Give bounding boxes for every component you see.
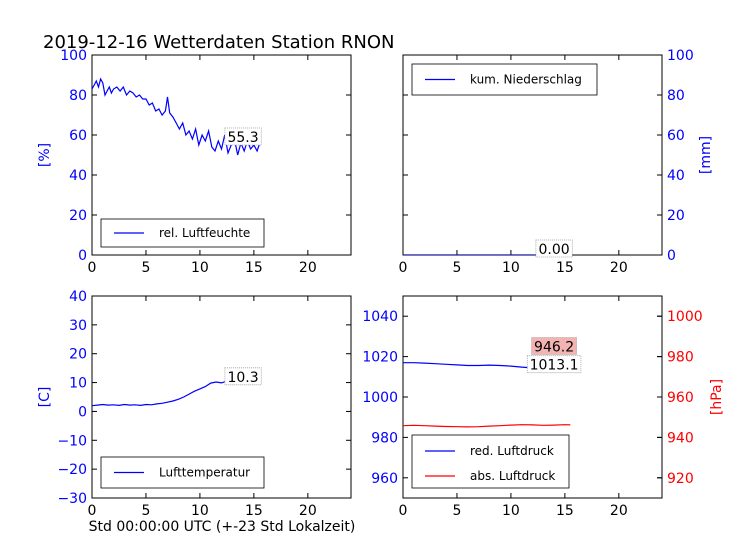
series-line-0 xyxy=(92,77,260,156)
annotation-box xyxy=(224,127,262,146)
x-tick-label: 0 xyxy=(399,503,408,519)
annotation-box xyxy=(526,355,582,374)
x-axis-label: Std 00:00:00 UTC (+-23 Std Lokalzeit) xyxy=(89,519,356,535)
x-tick-label: 20 xyxy=(610,503,628,519)
panel-top-right: 0 5 10 15 20 0 20 40 60 80 100 [mm] 0.00 kum. Nieders… xyxy=(399,48,714,276)
y-tick-label: 10 xyxy=(69,376,87,392)
legend: kum. Niederschlag xyxy=(411,63,598,96)
y2-tick-label: 920 xyxy=(667,471,694,487)
y-tick-label: 100 xyxy=(60,48,87,64)
x-tick-label: 10 xyxy=(502,260,520,276)
y-tick-label: 980 xyxy=(371,430,398,446)
x-tick-label: 20 xyxy=(299,503,317,519)
y2-tick-label: 940 xyxy=(667,430,694,446)
annotation-box xyxy=(531,337,577,355)
y-tick-label: 20 xyxy=(69,208,87,224)
y2-tick-label: 1000 xyxy=(667,309,703,325)
legend: rel. Luftfeuchte xyxy=(100,218,265,248)
y-tick-label: 30 xyxy=(69,318,87,334)
y-tick-label: 0 xyxy=(78,404,87,420)
annotation-label: 946.2 xyxy=(534,340,574,356)
y-tick-label: 0 xyxy=(78,248,87,264)
annotation-label: 0.00 xyxy=(538,242,569,258)
y-tick-label: 40 xyxy=(667,168,685,184)
y-tick-label: 80 xyxy=(69,88,87,104)
x-tick-label: 10 xyxy=(191,260,209,276)
y-tick-label: 960 xyxy=(371,471,398,487)
y-tick-label: −20 xyxy=(57,462,87,478)
series-line-1 xyxy=(403,424,571,428)
x-tick-label: 5 xyxy=(452,503,461,519)
legend-box xyxy=(411,434,570,489)
annotation-label: 1013.1 xyxy=(530,358,579,374)
y-tick-label: 100 xyxy=(667,48,694,64)
legend-label: abs. Luftdruck xyxy=(470,469,555,483)
x-tick-label: 0 xyxy=(88,260,97,276)
x-tick-label: 10 xyxy=(191,503,209,519)
annotation-box xyxy=(224,367,262,386)
y-axis-label: [C] xyxy=(37,387,53,408)
y-tick-label: 60 xyxy=(667,128,685,144)
y-tick-label: 60 xyxy=(69,128,87,144)
y-tick-label: −10 xyxy=(57,433,87,449)
annotation-label: 10.3 xyxy=(227,370,258,386)
x-tick-label: 5 xyxy=(141,260,150,276)
y-tick-label: 40 xyxy=(69,168,87,184)
y-tick-label: 20 xyxy=(667,208,685,224)
legend-label: Lufttemperatur xyxy=(159,466,250,480)
y-tick-label: 1040 xyxy=(362,309,398,325)
legend-label: rel. Luftfeuchte xyxy=(159,226,250,240)
x-tick-label: 15 xyxy=(245,503,263,519)
y-tick-label: 20 xyxy=(69,347,87,363)
y2-tick-label: 980 xyxy=(667,350,694,366)
x-tick-label: 15 xyxy=(556,503,574,519)
legend: Lufttemperatur xyxy=(100,456,265,489)
y-tick-label: −30 xyxy=(57,491,87,507)
x-tick-label: 20 xyxy=(299,260,317,276)
annotation-label: 55.3 xyxy=(227,130,258,146)
y2-axis-label: [hPa] xyxy=(709,379,725,415)
y-tick-label: 40 xyxy=(69,289,87,305)
x-tick-label: 15 xyxy=(245,260,263,276)
legend-label: kum. Niederschlag xyxy=(470,73,582,87)
x-tick-label: 5 xyxy=(452,260,461,276)
y2-tick-label: 960 xyxy=(667,390,694,406)
x-tick-label: 0 xyxy=(88,503,97,519)
y-tick-label: 80 xyxy=(667,88,685,104)
x-tick-label: 10 xyxy=(502,503,520,519)
annotation-box xyxy=(535,239,573,258)
y-axis-label: [%] xyxy=(37,143,53,167)
figure-title: 2019-12-16 Wetterdaten Station RNON xyxy=(43,32,394,53)
x-tick-label: 0 xyxy=(399,260,408,276)
legend: red. Luftdruck abs. Luftdruck xyxy=(411,434,570,489)
legend-label: red. Luftdruck xyxy=(470,444,554,458)
x-tick-label: 20 xyxy=(610,260,628,276)
panel-bottom-left: 0 5 10 15 20 −30 −20 −10 0 10 20 30 40 [C] Std 00:00:0… xyxy=(37,289,355,535)
x-tick-label: 15 xyxy=(556,260,574,276)
y-axis-label: [mm] xyxy=(698,136,714,174)
y-tick-label: 1000 xyxy=(362,390,398,406)
y-tick-label: 1020 xyxy=(362,350,398,366)
panel-top-left: 0 5 10 15 20 0 20 40 60 80 100 [%] 55.3 rel. Luftfeuc… xyxy=(37,48,352,276)
panel-bottom-right: 0 5 10 15 20 960 980 1000 1020 1040 920 940 960 980 10… xyxy=(362,295,725,519)
x-tick-label: 5 xyxy=(141,503,150,519)
y-tick-label: 0 xyxy=(667,248,676,264)
